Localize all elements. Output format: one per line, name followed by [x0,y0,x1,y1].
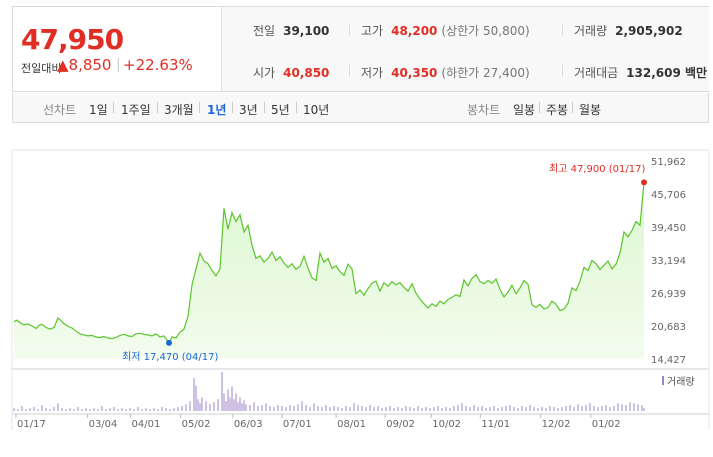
change-amount: ▲8,850 [57,56,112,74]
x-tick-label: 09/02 [386,419,415,430]
tab-divider [296,102,297,113]
line-chart-label: 선차트 [43,103,77,117]
volume-legend-swatch [662,376,664,385]
x-tick-label: 04/01 [132,419,161,430]
stat-divider [349,65,350,77]
volume-label: 거래량 [574,24,608,38]
tab-divider [572,102,573,113]
y-tick-label: 33,194 [651,256,686,267]
high-cell: 고가 48,200 (상한가 50,800) [361,22,530,39]
tab-divider [232,102,233,113]
amount-label: 거래대금 [574,66,619,80]
volume-value: 2,905,902 [615,24,683,38]
amount-cell: 거래대금 132,609 백만 [574,64,707,81]
x-tick-label: 12/02 [542,419,571,430]
tab-10y[interactable]: 10년 [303,103,330,117]
tab-divider [157,102,158,113]
low-label: 저가 [361,66,384,80]
x-tick-label: 03/04 [89,419,118,430]
y-tick-label: 20,683 [651,322,686,333]
quote-stats: 전일 39,100 고가 48,200 (상한가 50,800) 거래량 2,905,9… [221,7,709,91]
y-tick-label: 51,962 [651,157,686,168]
max-point [641,179,647,186]
tab-divider [199,102,200,113]
stat-divider [349,23,350,35]
price-area-fill [14,182,644,359]
tab-3y[interactable]: 3년 [239,103,258,117]
upper-limit: (상한가 50,800) [441,24,530,38]
x-tick-label: 01/17 [17,419,46,430]
max-label: 최고 47,900 (01/17) [549,163,645,175]
change-divider: | [116,57,121,73]
tab-daily[interactable]: 일봉 [513,103,536,117]
open-value: 40,850 [283,66,330,80]
x-tick-label: 05/02 [182,419,211,430]
y-tick-label: 26,939 [651,289,686,300]
y-tick-label: 39,450 [651,223,686,234]
tab-5y[interactable]: 5년 [271,103,290,117]
prev-close-cell: 전일 39,100 [253,22,329,39]
amount-value: 132,609 백만 [626,66,708,80]
price-panel: 47,950 전일대비 ▲8,850 | +22.63% [13,7,221,91]
low-value: 40,350 [391,66,438,80]
high-value: 48,200 [391,24,438,38]
x-tick-label: 01/02 [592,419,621,430]
min-point [166,339,172,346]
tab-1y[interactable]: 1년 [207,103,227,117]
volume-legend-label: 거래량 [667,376,695,388]
high-label: 고가 [361,24,384,38]
lower-limit: (하한가 27,400) [441,66,530,80]
x-tick-label: 10/02 [432,419,461,430]
price-line [13,182,645,345]
current-price: 47,950 [21,23,124,56]
volume-cell: 거래량 2,905,902 [574,22,683,39]
tab-divider [113,102,114,113]
y-tick-label: 14,427 [651,355,686,366]
y-tick-label: 45,706 [651,190,686,201]
x-tick-label: 06/03 [234,419,263,430]
x-tick-label: 11/01 [481,419,510,430]
x-tick-label: 08/01 [337,419,366,430]
open-label: 시가 [253,66,276,80]
tab-divider [264,102,265,113]
tab-1d[interactable]: 1일 [89,103,108,117]
tab-1w[interactable]: 1주일 [121,103,151,117]
tab-3m[interactable]: 3개월 [164,103,194,117]
tab-weekly[interactable]: 주봉 [546,103,569,117]
tab-divider [539,102,540,113]
tab-monthly[interactable]: 월봉 [579,103,602,117]
candle-chart-label: 봉차트 [467,103,501,117]
chart-period-tabs: 선차트 1일 1주일 3개월 1년 3년 5년 10년 봉차트 일봉 주봉 월봉 [12,93,709,123]
min-label: 최저 17,470 (04/17) [122,351,218,363]
open-cell: 시가 40,850 [253,64,329,81]
change-label: 전일대비 [21,62,62,75]
prev-close-label: 전일 [253,24,276,38]
stat-divider [562,65,563,77]
change-percent: +22.63% [123,56,193,74]
prev-close-value: 39,100 [283,24,330,38]
x-tick-label: 07/01 [283,419,312,430]
low-cell: 저가 40,350 (하한가 27,400) [361,64,530,81]
quote-summary: 47,950 전일대비 ▲8,850 | +22.63% 전일 39,100 고가… [12,6,709,92]
stat-divider [562,23,563,35]
